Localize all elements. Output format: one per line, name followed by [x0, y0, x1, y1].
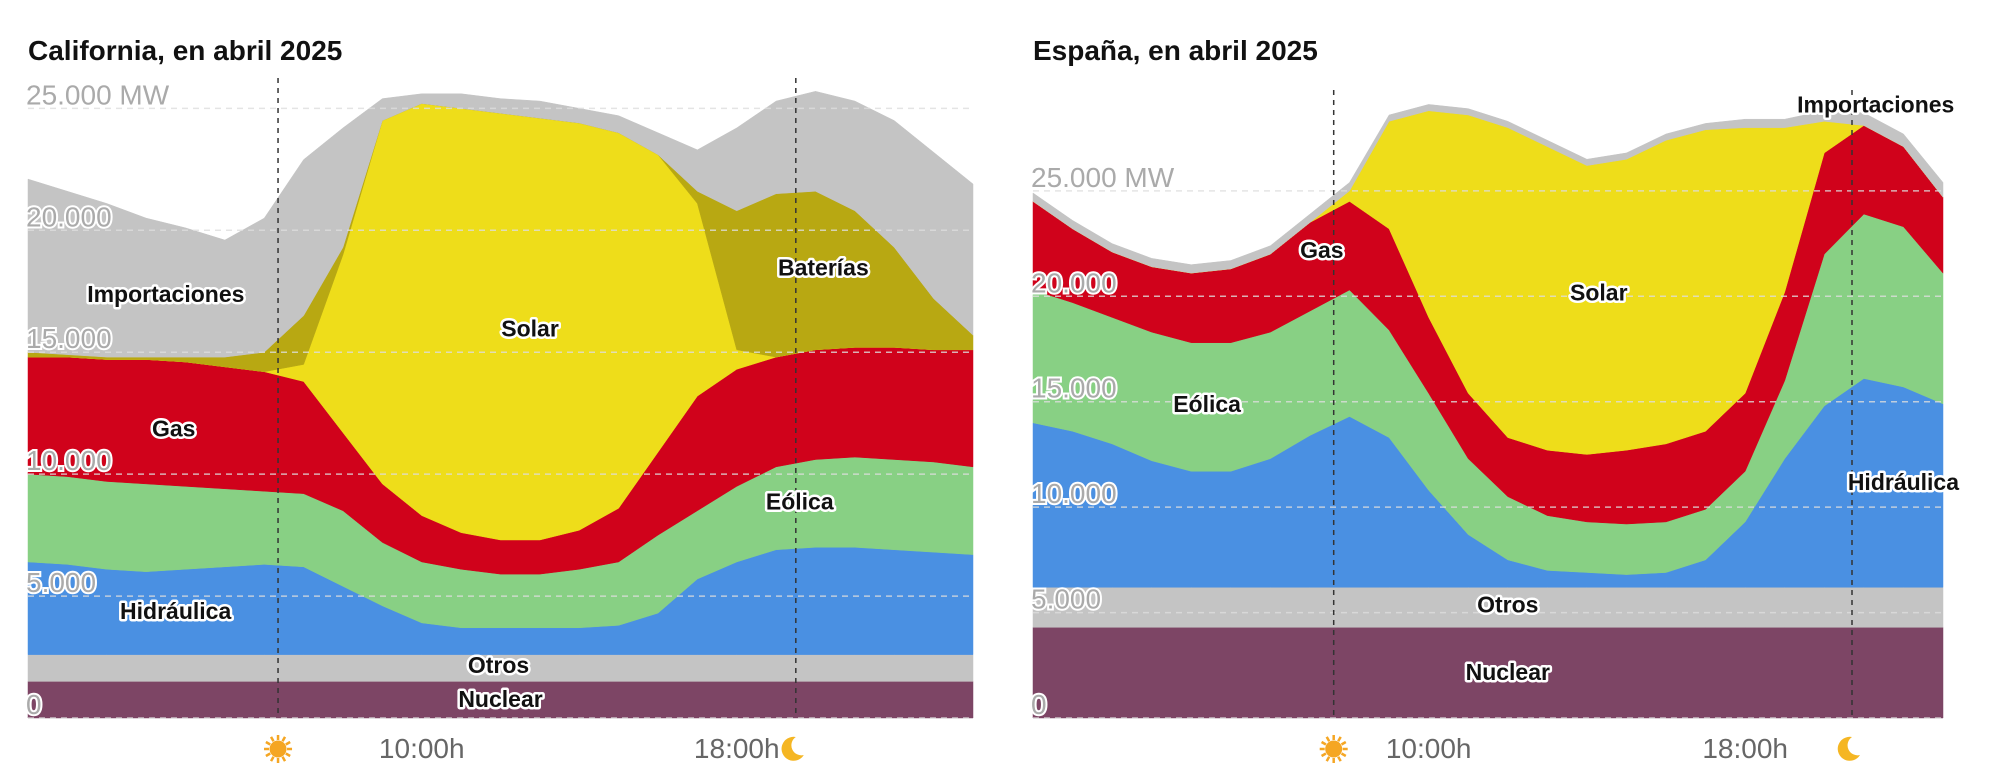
sun-ray [269, 756, 275, 762]
series-label: Hidráulica [120, 598, 231, 624]
x-tick-label: 18:00h [1702, 733, 1788, 764]
moon [1837, 736, 1860, 761]
sun-ray [265, 752, 271, 758]
sunrise-icon [264, 735, 293, 763]
sun-ray [1325, 736, 1331, 742]
series-label: Hidráulica [1848, 469, 1959, 495]
y-tick-label: 10.000 [26, 445, 112, 476]
series-label: Gas [1300, 237, 1343, 263]
x-tick-label: 18:00h [694, 733, 780, 764]
y-tick-label: 25.000 MW [26, 79, 170, 110]
sun-ray [1320, 740, 1327, 746]
series-label: Eólica [766, 488, 834, 514]
y-tick-label: 25.000 MW [1031, 162, 1175, 193]
series-label: Gas [152, 415, 195, 441]
series-label: Otros [1477, 591, 1538, 617]
y-tick-label: 5.000 [26, 567, 96, 598]
area-7 [27, 91, 974, 358]
y-tick-label: 5.000 [1031, 584, 1101, 615]
sun-ray [285, 752, 291, 758]
sun-ray [281, 736, 287, 742]
sun-disc [1325, 740, 1343, 758]
sun-ray [1337, 756, 1342, 762]
sun-ray [1320, 752, 1327, 758]
sunrise-icon [1319, 735, 1348, 763]
chart-title: España, en abril 2025 [1033, 35, 1318, 66]
sun-disc [269, 740, 287, 758]
sun-ray [285, 740, 291, 746]
sun-ray [281, 756, 287, 762]
x-tick-label: 10:00h [1386, 733, 1472, 764]
series-label: Nuclear [458, 686, 542, 712]
y-tick-label: 20.000 [1031, 267, 1117, 298]
series-label: Importaciones [87, 281, 244, 307]
y-tick-label: 0 [1031, 689, 1047, 720]
sun-ray [1340, 740, 1347, 746]
y-tick-label: 0 [26, 689, 42, 720]
series-label: Solar [501, 315, 559, 341]
sunset-icon [1837, 736, 1860, 761]
series-label: Solar [1570, 279, 1628, 305]
sun-ray [1325, 756, 1331, 762]
sun-ray [1337, 736, 1342, 742]
y-tick-label: 10.000 [1031, 478, 1117, 509]
series-label: Otros [468, 652, 529, 678]
y-tick-label: 20.000 [26, 201, 112, 232]
moon [781, 736, 804, 761]
y-tick-label: 15.000 [26, 323, 112, 354]
y-tick-label: 15.000 [1031, 373, 1117, 404]
series-label: Importaciones [1797, 92, 1954, 118]
chart-title: California, en abril 2025 [28, 35, 342, 66]
x-tick-label: 10:00h [379, 733, 465, 764]
series-label: Nuclear [1466, 659, 1550, 685]
sun-ray [1340, 752, 1347, 758]
sun-ray [265, 740, 271, 746]
series-label: Eólica [1173, 391, 1241, 417]
sunset-icon [781, 736, 804, 761]
series-label: Baterías [778, 254, 869, 280]
sun-ray [269, 736, 275, 742]
